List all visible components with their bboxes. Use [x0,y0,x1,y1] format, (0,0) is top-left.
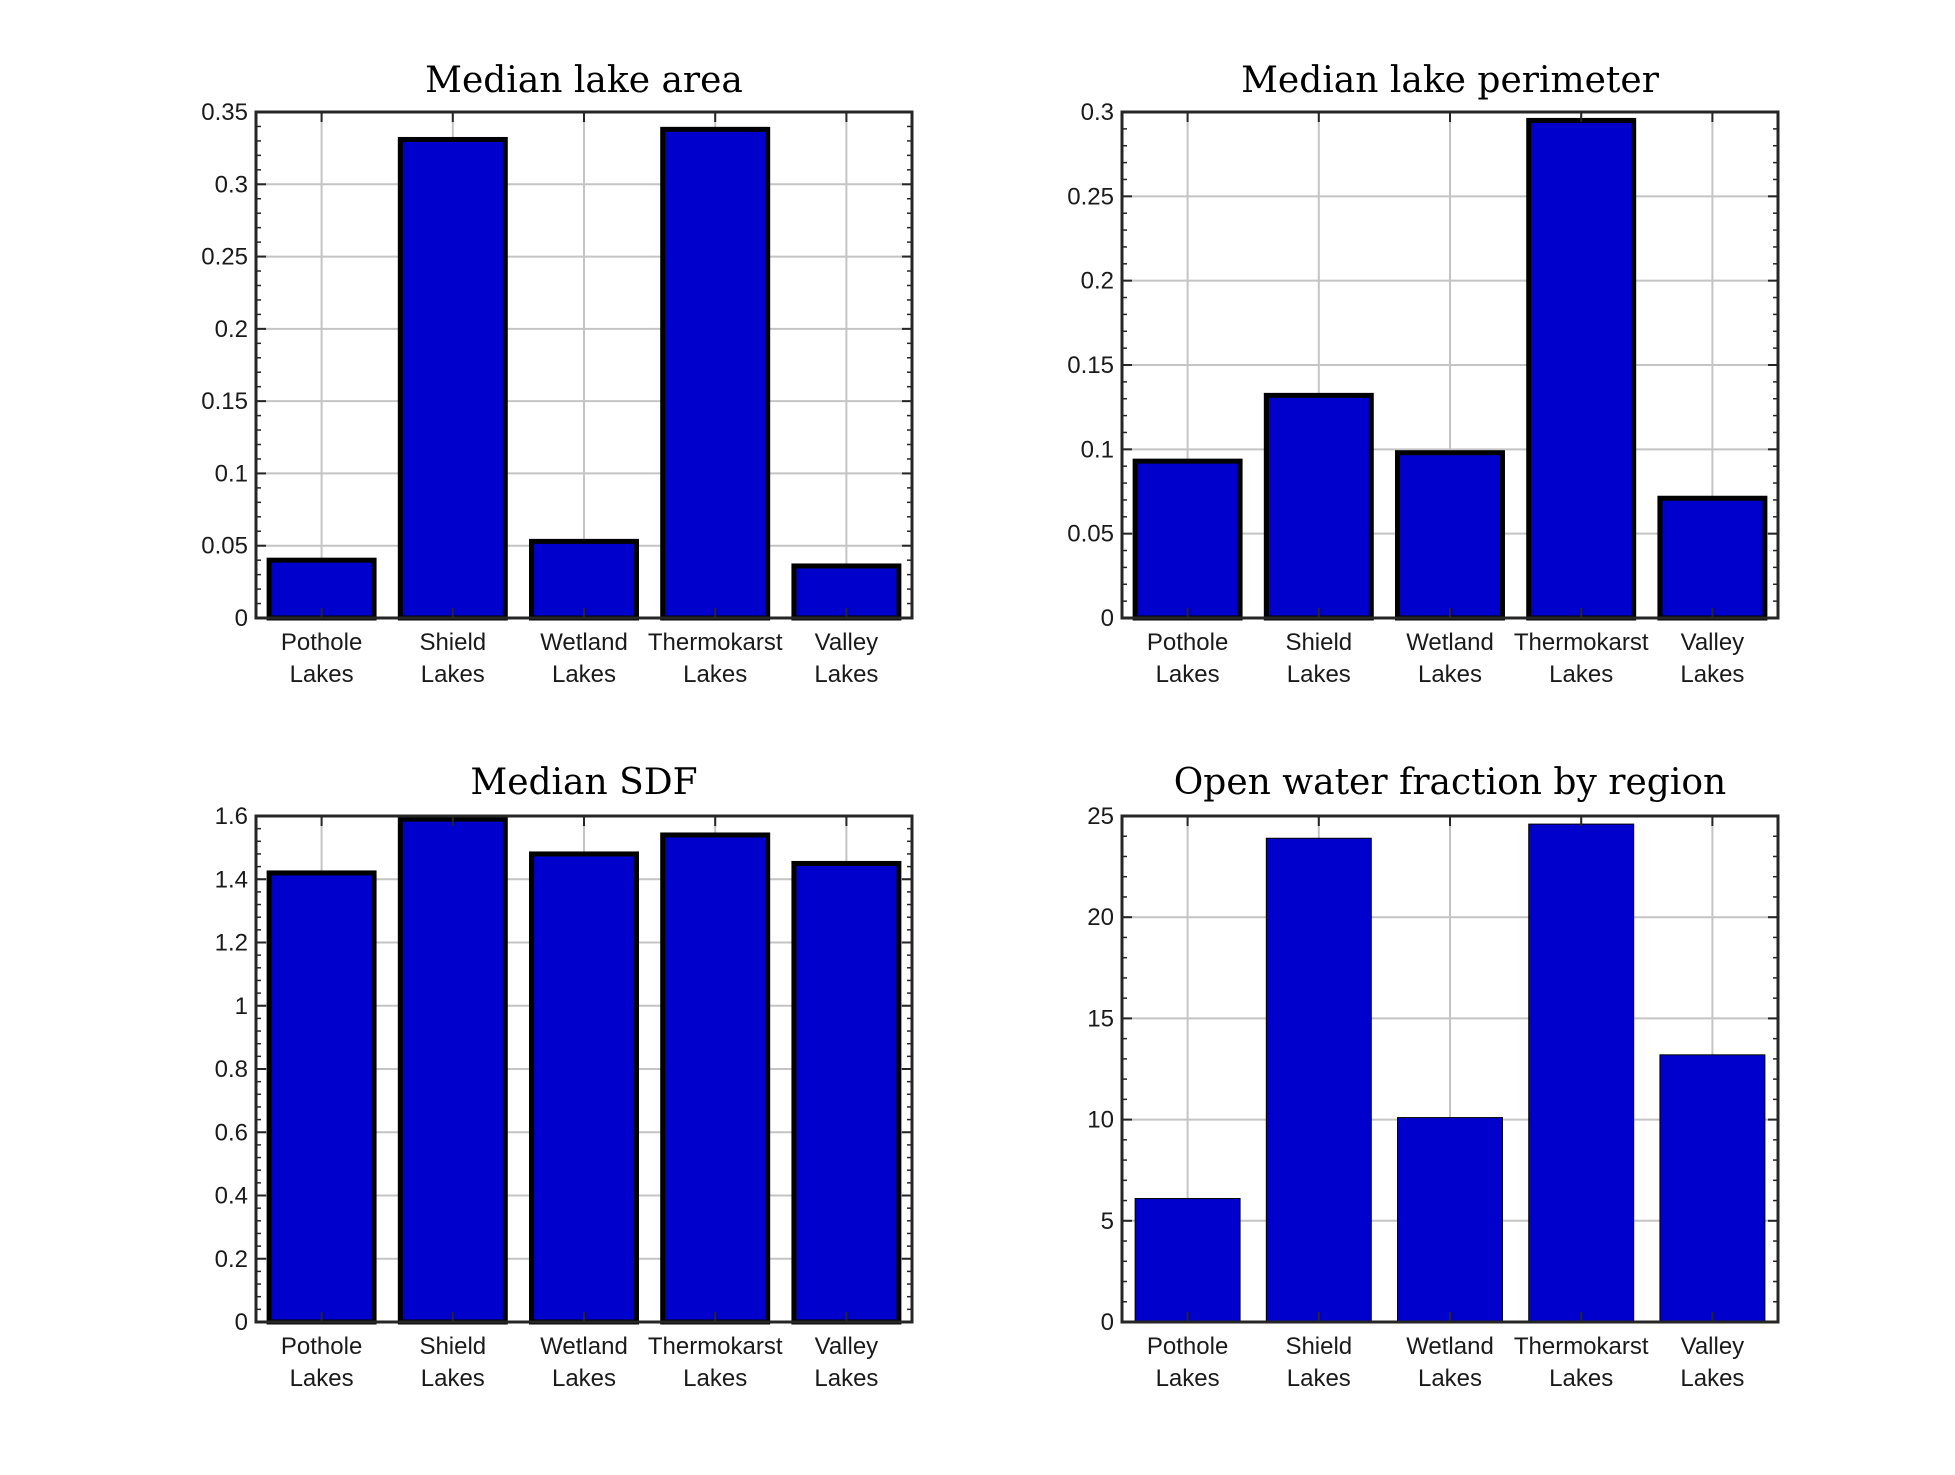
bar-wetland-lakes [529,538,639,621]
x-tick-label: Pothole Lakes [1147,1333,1228,1392]
x-tick-label: Thermokarst Lakes [648,629,783,688]
x-tick-label: Wetland Lakes [540,629,628,688]
y-tick-label: 0.1 [215,460,248,487]
chart-title: Median lake area [425,60,743,101]
bar-thermokarst-lakes [1526,117,1637,621]
bar-wetland-lakes [1397,1117,1503,1323]
bar-pothole-lakes [1134,1198,1241,1323]
y-tick-label: 0.05 [1067,521,1114,548]
x-tick-label: Valley Lakes [1680,629,1744,688]
y-tick-label: 0.2 [215,1246,248,1273]
y-tick-label: 0.2 [1081,268,1114,295]
bar-thermokarst-lakes [660,126,771,621]
y-tick-label: 0.1 [1081,436,1114,463]
x-tick-label: Wetland Lakes [1406,1333,1494,1392]
y-tick-label: 5 [1101,1208,1114,1235]
y-tick-label: 0.15 [201,388,248,415]
chart-title: Median lake perimeter [1241,60,1660,101]
y-tick-label: 10 [1087,1107,1114,1134]
x-tick-label: Shield Lakes [1285,629,1352,688]
y-tick-label: 0.05 [201,533,248,560]
bar-wetland-lakes [529,851,639,1325]
bar-shield-lakes [397,816,508,1325]
x-tick-label: Valley Lakes [814,1333,878,1392]
y-tick-label: 0 [1101,605,1114,632]
y-tick-label: 1.6 [215,803,248,830]
y-tick-label: 0.2 [215,316,248,343]
bar-valley-lakes [1659,1054,1766,1323]
y-tick-label: 0 [235,1309,248,1336]
x-tick-label: Shield Lakes [419,1333,486,1392]
bar-valley-lakes [1657,495,1768,621]
y-tick-label: 0.25 [1067,183,1114,210]
y-tick-label: 0 [1101,1309,1114,1336]
bar-shield-lakes [1265,837,1372,1323]
bar-shield-lakes [397,136,508,621]
y-tick-label: 25 [1087,803,1114,830]
x-tick-label: Pothole Lakes [1147,629,1228,688]
x-tick-label: Pothole Lakes [281,1333,362,1392]
y-tick-label: 1 [235,993,248,1020]
chart-panel-2: 0 0.05 0.1 0.15 0.2 0.25 0.3 Pothole Lakes Shield… [1067,60,1780,688]
y-tick-label: 0.6 [215,1119,248,1146]
bar-wetland-lakes [1395,450,1505,621]
x-tick-label: Valley Lakes [814,629,878,688]
bar-pothole-lakes [1132,458,1243,621]
x-tick-label: Thermokarst Lakes [648,1333,783,1392]
bar-valley-lakes [791,860,902,1325]
x-tick-label: Thermokarst Lakes [1514,1333,1649,1392]
y-tick-label: 0.15 [1067,352,1114,379]
y-tick-label: 0.8 [215,1056,248,1083]
x-tick-label: Thermokarst Lakes [1514,629,1649,688]
bar-thermokarst-lakes [1528,823,1635,1323]
x-tick-label: Wetland Lakes [1406,629,1494,688]
y-tick-label: 1.4 [215,866,248,893]
chart-panel-4: 0 5 10 15 20 25 Pothole Lakes Shield Lakes Wetland… [1087,762,1780,1392]
chart-title: Median SDF [470,762,697,803]
y-tick-label: 0.4 [215,1183,248,1210]
x-tick-label: Shield Lakes [1285,1333,1352,1392]
y-tick-label: 0.25 [201,244,248,271]
chart-title: Open water fraction by region [1174,762,1726,803]
y-tick-label: 1.2 [215,930,248,957]
bar-thermokarst-lakes [660,832,771,1325]
bar-pothole-lakes [266,870,377,1325]
y-tick-label: 0.3 [215,171,248,198]
y-tick-label: 15 [1087,1005,1114,1032]
y-tick-label: 0.3 [1081,99,1114,126]
chart-panel-1: 0 0.05 0.1 0.15 0.2 0.25 0.3 0.35 Pothole Lakes Sh… [201,60,914,688]
x-tick-label: Pothole Lakes [281,629,362,688]
y-tick-label: 0.35 [201,99,248,126]
x-tick-label: Valley Lakes [1680,1333,1744,1392]
y-tick-label: 20 [1087,904,1114,931]
x-tick-label: Wetland Lakes [540,1333,628,1392]
bar-shield-lakes [1263,392,1374,621]
y-tick-label: 0 [235,605,248,632]
chart-panel-3: 0 0.2 0.4 0.6 0.8 1 1.2 1.4 1.6 Pothole Lakes Shiel… [215,762,914,1392]
x-tick-label: Shield Lakes [419,629,486,688]
